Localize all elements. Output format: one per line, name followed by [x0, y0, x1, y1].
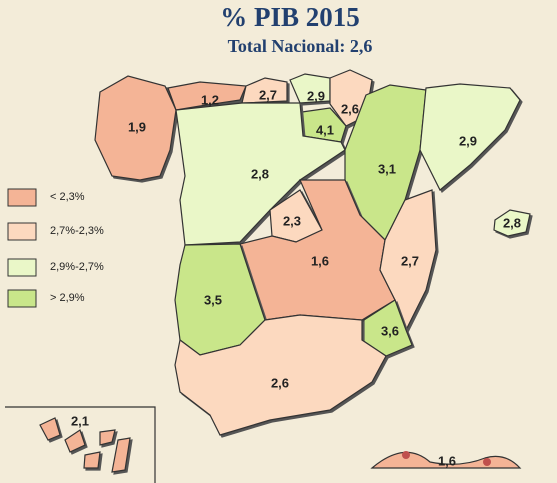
region-label: 2,6	[271, 375, 289, 390]
region-label: 2,6	[341, 101, 359, 116]
region-label: 3,1	[378, 161, 396, 176]
legend-label: 2,9%-2,7%	[50, 261, 104, 273]
region-label: 1,6	[311, 253, 329, 268]
region-label: 2,9	[307, 88, 325, 103]
region-label: 2,8	[251, 166, 269, 181]
region	[83, 451, 101, 469]
region-label: 4,1	[316, 122, 334, 137]
region	[64, 429, 86, 453]
region-label: 1,2	[201, 92, 219, 107]
legend-label: 2,7%-2,3%	[50, 225, 104, 237]
region-label: 2,9	[459, 133, 477, 148]
region	[111, 437, 131, 473]
region-label: 1,6	[438, 453, 456, 468]
region-label: 3,6	[381, 323, 399, 338]
legend-swatch	[7, 222, 37, 241]
region-label: 2,7	[401, 253, 419, 268]
region-label: 3,5	[204, 292, 222, 307]
legend-swatch	[7, 188, 37, 207]
region-label: 2,8	[503, 215, 521, 230]
region	[39, 417, 61, 441]
region	[94, 75, 177, 181]
ceuta-dot	[402, 451, 410, 459]
region	[174, 314, 387, 436]
region	[99, 429, 116, 446]
legend-swatch	[7, 289, 37, 308]
legend-label: < 2,3%	[50, 191, 85, 203]
legend-label: > 2,9%	[50, 292, 85, 304]
region-label: 2,7	[259, 87, 277, 102]
region	[493, 209, 531, 237]
legend: < 2,3% 2,7%-2,3% 2,9%-2,7% > 2,9%	[7, 188, 104, 308]
region-label: 1,9	[128, 119, 146, 134]
legend-swatch	[7, 258, 37, 277]
region	[419, 83, 521, 191]
region	[241, 77, 288, 104]
subtitle: Total Nacional: 2,6	[228, 36, 373, 56]
region-label: 2,1	[71, 413, 89, 428]
regions	[39, 69, 531, 473]
canarias-frame	[5, 406, 156, 483]
region-label: 2,3	[283, 213, 301, 228]
melilla-dot	[483, 458, 491, 466]
title: % PIB 2015	[220, 2, 360, 32]
region-labels: 1,9 1,2 2,7 2,9 2,6 4,1 2,8 3,1 2,9 2,3 1,6 2,7 3,5 3…	[71, 87, 521, 468]
